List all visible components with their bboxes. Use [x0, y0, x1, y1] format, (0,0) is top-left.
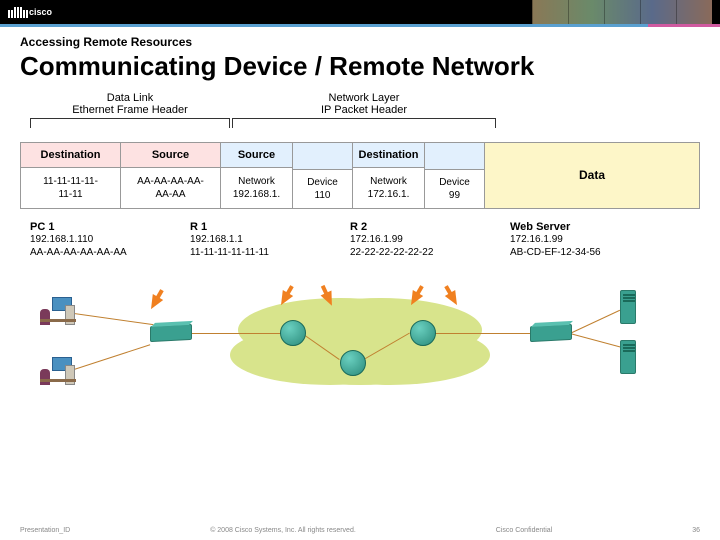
packet-cell: SourceNetwork 192.168.1. — [221, 143, 293, 208]
network-wire — [74, 344, 150, 370]
cell-header-span — [293, 143, 352, 170]
flow-arrow-icon — [276, 290, 293, 308]
bracket-line2: IP Packet Header — [232, 104, 496, 116]
bracket-line-icon — [232, 118, 496, 128]
packet-structure: Destination11-11-11-11- 11-11SourceAA-AA… — [20, 142, 700, 209]
cell-value: Network 192.168.1. — [221, 168, 292, 208]
device-ip: 172.16.1.99 — [510, 233, 670, 246]
top-bar: cisco — [0, 0, 720, 24]
page-title: Communicating Device / Remote Network — [20, 51, 700, 82]
workstation-icon — [40, 295, 76, 331]
router-icon — [410, 320, 436, 346]
page-number: 36 — [692, 527, 700, 534]
router-icon — [280, 320, 306, 346]
device-info: R 2172.16.1.9922-22-22-22-22-22 — [350, 221, 510, 259]
cell-value: Device 99 — [425, 170, 484, 208]
switch-icon — [530, 324, 572, 342]
network-wire — [190, 333, 285, 334]
device-mac: AB-CD-EF-12-34-56 — [510, 246, 670, 259]
bracket-line-icon — [30, 118, 230, 128]
device-mac: AA-AA-AA-AA-AA-AA — [30, 246, 190, 259]
logo-bars-icon — [8, 7, 28, 18]
device-name: PC 1 — [30, 221, 190, 233]
flow-arrow-icon — [146, 294, 163, 312]
network-wire — [570, 310, 620, 334]
packet-cell: Device 99 — [425, 143, 485, 208]
cell-header: Source — [121, 143, 220, 168]
server-icon — [620, 290, 636, 324]
network-topology — [30, 265, 690, 415]
section-label: Accessing Remote Resources — [20, 35, 700, 49]
packet-cell: SourceAA-AA-AA-AA- AA-AA — [121, 143, 221, 208]
bracket-line2: Ethernet Frame Header — [30, 104, 230, 116]
bracket-line1: Network Layer — [232, 92, 496, 104]
network-wire — [434, 333, 534, 334]
brand-text: cisco — [29, 7, 52, 17]
device-name: Web Server — [510, 221, 670, 233]
device-info: PC 1192.168.1.110AA-AA-AA-AA-AA-AA — [30, 221, 190, 259]
device-mac: 22-22-22-22-22-22 — [350, 246, 510, 259]
packet-cell: Destination11-11-11-11- 11-11 — [21, 143, 121, 208]
packet-cell: Data — [485, 143, 699, 208]
footer-confidential: Cisco Confidential — [496, 527, 552, 534]
device-ip: 192.168.1.1 — [190, 233, 350, 246]
footer-left: Presentation_ID — [20, 527, 70, 534]
packet-cell: Device 110 — [293, 143, 353, 208]
footer-copyright: © 2008 Cisco Systems, Inc. All rights re… — [210, 527, 356, 534]
device-ip: 192.168.1.110 — [30, 233, 190, 246]
device-name: R 2 — [350, 221, 510, 233]
device-mac: 11-11-11-11-11-11 — [190, 246, 350, 259]
cell-header-span — [425, 143, 484, 170]
slide-footer: Presentation_ID © 2008 Cisco Systems, In… — [20, 527, 700, 534]
cell-header: Source — [221, 143, 292, 168]
header-bracket: Data LinkEthernet Frame Header — [30, 92, 230, 128]
flow-arrow-icon — [406, 290, 423, 308]
header-brackets: Data LinkEthernet Frame HeaderNetwork La… — [20, 92, 700, 140]
header-bracket: Network LayerIP Packet Header — [232, 92, 496, 128]
cell-header: Destination — [353, 143, 424, 168]
workstation-icon — [40, 355, 76, 391]
cisco-logo: cisco — [8, 7, 52, 18]
bracket-line1: Data Link — [30, 92, 230, 104]
cell-value: Data — [485, 143, 699, 208]
network-wire — [570, 333, 623, 348]
device-info: R 1192.168.1.111-11-11-11-11-11 — [190, 221, 350, 259]
cell-value: Device 110 — [293, 170, 352, 208]
server-icon — [620, 340, 636, 374]
packet-cell: DestinationNetwork 172.16.1. — [353, 143, 425, 208]
device-ip: 172.16.1.99 — [350, 233, 510, 246]
cell-value: Network 172.16.1. — [353, 168, 424, 208]
network-wire — [74, 313, 153, 325]
router-icon — [340, 350, 366, 376]
flow-arrow-icon — [445, 290, 462, 308]
device-info-row: PC 1192.168.1.110AA-AA-AA-AA-AA-AAR 1192… — [20, 221, 700, 259]
device-info: Web Server172.16.1.99AB-CD-EF-12-34-56 — [510, 221, 670, 259]
cell-value: 11-11-11-11- 11-11 — [21, 168, 120, 208]
slide-content: Accessing Remote Resources Communicating… — [0, 27, 720, 423]
people-photo-strip — [532, 0, 712, 24]
device-name: R 1 — [190, 221, 350, 233]
cell-header: Destination — [21, 143, 120, 168]
cell-value: AA-AA-AA-AA- AA-AA — [121, 168, 220, 208]
switch-icon — [150, 324, 192, 342]
